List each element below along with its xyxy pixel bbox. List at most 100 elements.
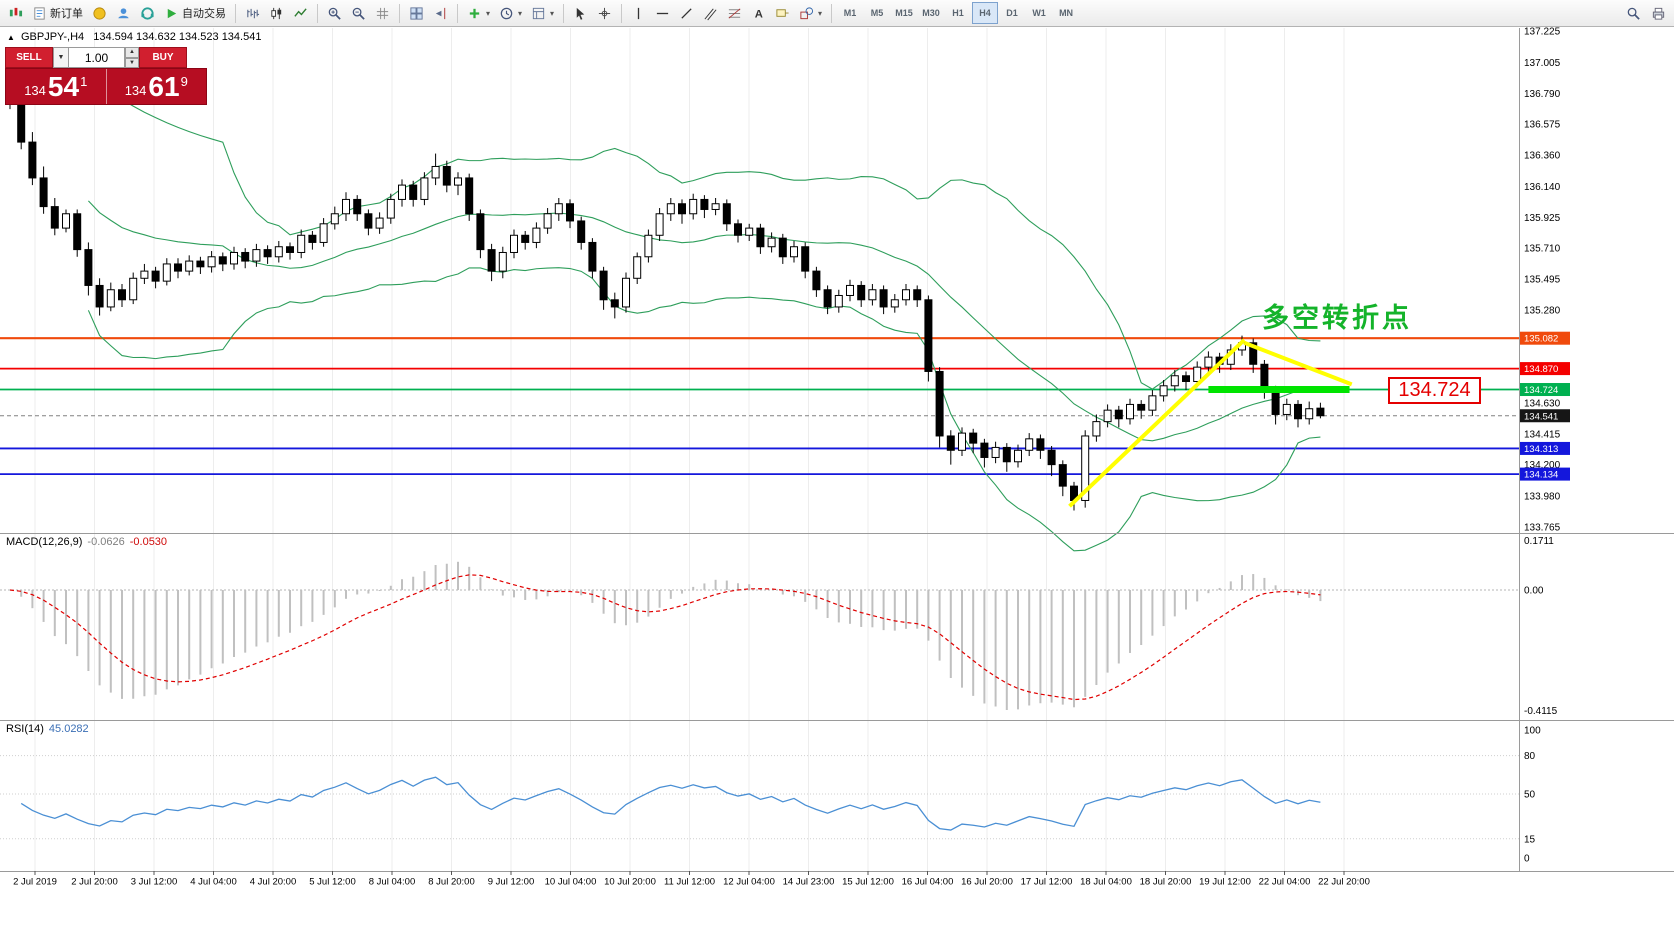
sell-quote-button[interactable]: 134 54 1 bbox=[6, 69, 106, 104]
time-label: 19 Jul 12:00 bbox=[1199, 877, 1251, 888]
price-scale[interactable]: 137.225 137.005 136.790 136.575 136.360 136.1… bbox=[1520, 27, 1570, 865]
text-tool[interactable]: A bbox=[747, 2, 770, 24]
chevron-down-icon: ▾ bbox=[518, 8, 523, 18]
templates-icon bbox=[532, 7, 545, 19]
sell-button[interactable]: SELL bbox=[5, 47, 53, 68]
price-tick-label: 135.495 bbox=[1524, 274, 1561, 285]
bid-price-badge bbox=[1520, 409, 1570, 423]
channel-tool[interactable] bbox=[699, 2, 722, 24]
price-tick-label: 136.360 bbox=[1524, 150, 1561, 161]
toolbar-separator bbox=[235, 3, 236, 23]
time-label: 12 Jul 04:00 bbox=[723, 877, 775, 888]
time-label: 11 Jul 12:00 bbox=[664, 877, 715, 888]
trendline-up[interactable] bbox=[1068, 338, 1246, 508]
bar-chart-button[interactable] bbox=[241, 2, 264, 24]
fibonacci-tool[interactable] bbox=[723, 2, 746, 24]
vertical-line-tool[interactable] bbox=[627, 2, 650, 24]
volume-dropdown-button[interactable]: ▼ bbox=[53, 47, 69, 68]
headset-icon bbox=[141, 6, 154, 20]
chevron-down-icon: ▾ bbox=[550, 8, 555, 18]
fibonacci-icon bbox=[728, 7, 741, 19]
time-label: 18 Jul 04:00 bbox=[1080, 877, 1132, 888]
label-tool[interactable] bbox=[771, 2, 794, 24]
timeframe-W1[interactable]: W1 bbox=[1026, 2, 1052, 24]
svg-text:134.870: 134.870 bbox=[1524, 364, 1558, 375]
time-label: 22 Jul 20:00 bbox=[1318, 877, 1370, 888]
zoom-in-button[interactable] bbox=[323, 2, 346, 24]
price-badge-135.082 bbox=[1520, 331, 1570, 345]
time-label: 4 Jul 04:00 bbox=[190, 877, 236, 888]
cursor-button[interactable] bbox=[569, 2, 592, 24]
volume-input[interactable] bbox=[69, 47, 125, 68]
macd-main-value: -0.0626 bbox=[87, 536, 125, 548]
new-order-button[interactable]: 新订单 bbox=[28, 2, 87, 24]
timeframe-M15[interactable]: M15 bbox=[891, 2, 917, 24]
macd-header: MACD(12,26,9) -0.0626 -0.0530 bbox=[6, 536, 167, 548]
timeframe-D1[interactable]: D1 bbox=[999, 2, 1025, 24]
app-icon bbox=[4, 2, 27, 24]
accounts-button[interactable] bbox=[112, 2, 135, 24]
timeframe-H1[interactable]: H1 bbox=[945, 2, 971, 24]
volume-down-button[interactable]: ▼ bbox=[125, 57, 139, 68]
buy-quote-button[interactable]: 134 61 9 bbox=[107, 69, 207, 104]
price-callout[interactable]: 134.724 bbox=[1388, 377, 1481, 404]
search-button[interactable] bbox=[1622, 2, 1645, 24]
candlestick-icon bbox=[271, 7, 282, 19]
time-label: 17 Jul 12:00 bbox=[1021, 877, 1073, 888]
timeframe-MN[interactable]: MN bbox=[1053, 2, 1079, 24]
tile-windows-button[interactable] bbox=[405, 2, 428, 24]
autotrading-label: 自动交易 bbox=[182, 8, 226, 20]
community-button[interactable] bbox=[136, 2, 159, 24]
bb-upper bbox=[88, 89, 1321, 390]
chart-expand-icon[interactable]: ▲ bbox=[7, 33, 15, 42]
time-axis[interactable]: 2 Jul 2019 2 Jul 20:00 3 Jul 12:00 4 Jul 04… bbox=[13, 871, 1370, 888]
volume-up-button[interactable]: ▲ bbox=[125, 47, 139, 58]
trendline-down[interactable] bbox=[1243, 340, 1353, 387]
market-watch-button[interactable] bbox=[88, 2, 111, 24]
price-tick-label: 134.630 bbox=[1524, 398, 1561, 409]
svg-text:134.541: 134.541 bbox=[1524, 411, 1558, 422]
crosshair-button[interactable] bbox=[593, 2, 616, 24]
grid-toggle-button[interactable] bbox=[371, 2, 394, 24]
timeframe-H4[interactable]: H4 bbox=[972, 2, 999, 24]
trendline-tool[interactable] bbox=[675, 2, 698, 24]
zoom-out-icon bbox=[352, 7, 365, 20]
symbol-ohlc: 134.594 134.632 134.523 134.541 bbox=[93, 31, 262, 43]
print-button[interactable] bbox=[1647, 2, 1670, 24]
turning-point-annotation[interactable]: 多空转折点 bbox=[1262, 303, 1412, 333]
zoom-out-button[interactable] bbox=[347, 2, 370, 24]
clock-icon bbox=[500, 7, 513, 19]
time-label: 4 Jul 20:00 bbox=[250, 877, 296, 888]
candlestick-chart-button[interactable] bbox=[265, 2, 288, 24]
templates-button[interactable]: ▾ bbox=[527, 2, 558, 24]
add-indicator-button[interactable]: ▾ bbox=[463, 2, 494, 24]
time-label: 10 Jul 20:00 bbox=[604, 877, 656, 888]
vertical-line-icon bbox=[637, 7, 640, 19]
price-badge-134.724 bbox=[1520, 383, 1570, 397]
price-badge-134.313 bbox=[1520, 441, 1570, 455]
timeframe-M1[interactable]: M1 bbox=[837, 2, 863, 24]
rsi-header: RSI(14) 45.0282 bbox=[6, 723, 89, 735]
macd-scale-label: -0.4115 bbox=[1524, 706, 1558, 717]
tile-windows-icon bbox=[410, 6, 423, 20]
channel-icon bbox=[704, 8, 717, 20]
candlestick-series bbox=[6, 63, 1325, 511]
ohlc-bars-icon bbox=[247, 8, 260, 18]
price-tick-label: 134.200 bbox=[1524, 460, 1561, 471]
line-chart-button[interactable] bbox=[289, 2, 312, 24]
cursor-icon bbox=[576, 7, 585, 20]
rsi-scale-label: 80 bbox=[1524, 751, 1536, 762]
shapes-tool[interactable]: ▾ bbox=[795, 2, 826, 24]
timeframe-M5[interactable]: M5 bbox=[864, 2, 890, 24]
period-selector-button[interactable]: ▾ bbox=[495, 2, 526, 24]
buy-price-big: 61 bbox=[148, 70, 180, 102]
label-icon bbox=[776, 8, 789, 17]
chart-shift-button[interactable] bbox=[429, 2, 452, 24]
buy-button[interactable]: BUY bbox=[139, 47, 187, 68]
sell-price-prefix: 134 bbox=[24, 83, 46, 98]
horizontal-line-tool[interactable] bbox=[651, 2, 674, 24]
timeframe-M30[interactable]: M30 bbox=[918, 2, 944, 24]
autotrading-button[interactable]: 自动交易 bbox=[160, 2, 230, 24]
